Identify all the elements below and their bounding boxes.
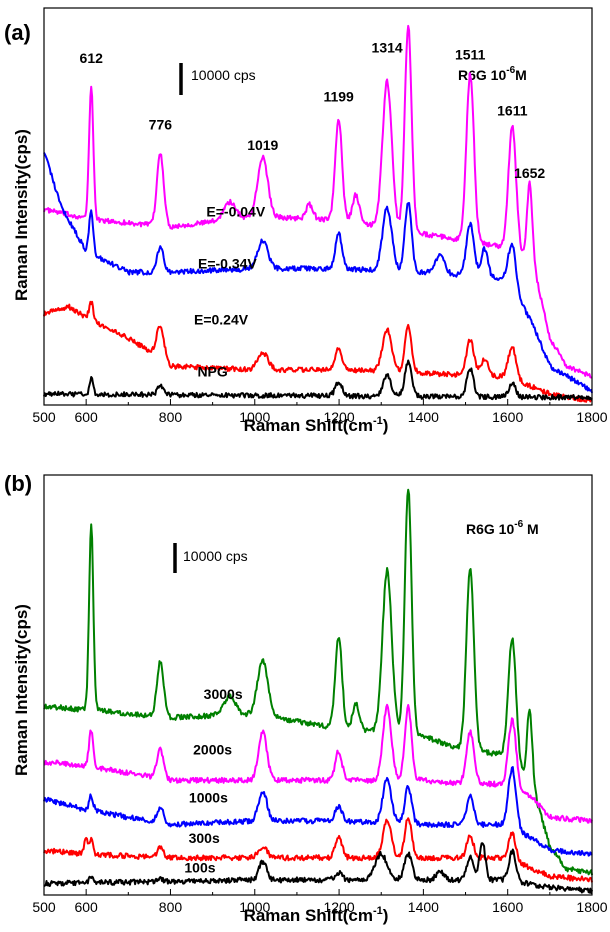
x-tick-label: 800 — [159, 409, 183, 425]
panel-b-x-ticks: 500 600 800 1000 1200 1400 1600 1800 — [32, 889, 608, 915]
series-line-3000s — [43, 488, 593, 876]
curve-label: NPG — [197, 364, 227, 380]
panel-b-plot — [43, 488, 593, 894]
panel-b-frame — [43, 474, 593, 896]
series-line-e-0-24v — [43, 300, 593, 403]
peak-label: 1652 — [514, 165, 545, 181]
peak-label: 776 — [149, 116, 173, 132]
series-line-100s — [43, 842, 593, 894]
x-tick-label: 1600 — [492, 409, 523, 425]
panel-a: (a) R6G 10-6M 10000 cps E=-0.04VE=-0.34V… — [4, 7, 608, 435]
peak-label: 1199 — [323, 88, 354, 104]
x-tick-label: 1000 — [239, 409, 270, 425]
x-tick-label: 1000 — [239, 899, 270, 915]
x-tick-label: 500 — [32, 409, 56, 425]
panel-b-y-axis-label: Raman Intensity(cps) — [12, 604, 31, 776]
x-tick-label: 1200 — [323, 409, 354, 425]
curve-label: 2000s — [193, 741, 232, 757]
panel-a-frame — [43, 7, 593, 406]
x-tick-label: 600 — [74, 899, 98, 915]
series-line-300s — [43, 817, 593, 883]
series-line-e-0-34v — [43, 152, 593, 394]
panel-a-plot — [43, 24, 593, 403]
x-tick-label: 1200 — [323, 899, 354, 915]
x-tick-label: 1400 — [408, 899, 439, 915]
curve-label: 300s — [189, 830, 220, 846]
panel-a-x-ticks: 500 600 800 1000 1200 1400 1600 1800 — [32, 399, 608, 425]
panel-a-curve-labels: E=-0.04V E=-0.34V E=0.24V NPG — [194, 203, 266, 379]
x-tick-label: 800 — [159, 899, 183, 915]
peak-label: 612 — [80, 50, 104, 66]
series-line-2000s — [43, 703, 593, 824]
peak-label: 1611 — [497, 102, 528, 118]
x-tick-label: 1800 — [576, 899, 607, 915]
panel-b-curve-labels: 3000s 2000s 1000s 300s 100s — [184, 686, 242, 875]
series-line-npg — [43, 359, 593, 401]
x-tick-label: 1800 — [576, 409, 607, 425]
panel-a-scale-label: 10000 cps — [191, 67, 256, 83]
panel-b-scale-label: 10000 cps — [183, 548, 248, 564]
panel-a-x-axis-label: Raman Shift(cm-1) — [244, 415, 389, 435]
curve-label: E=-0.34V — [198, 256, 257, 272]
panel-a-label: (a) — [4, 20, 31, 45]
x-tick-label: 600 — [74, 409, 98, 425]
curve-label: E=-0.04V — [206, 203, 265, 219]
x-tick-label: 1400 — [408, 409, 439, 425]
series-line-1000s — [43, 766, 593, 857]
panel-b-label: (b) — [4, 471, 32, 496]
peak-label: 1019 — [247, 137, 278, 153]
panel-b: (b) R6G 10-6 M 10000 cps 3000s 2000s 1000s… — [4, 471, 608, 925]
panel-a-y-axis-label: Raman Intensity(cps) — [12, 129, 31, 301]
panel-a-peak-labels: 6127761019119913141364151116111652 — [80, 40, 546, 181]
panel-b-title: R6G 10-6 M — [466, 519, 539, 537]
curve-label: E=0.24V — [194, 311, 249, 327]
curve-label: 3000s — [204, 686, 243, 702]
x-tick-label: 500 — [32, 899, 56, 915]
series-line-e-0-04v — [43, 24, 593, 379]
curve-label: 100s — [184, 860, 215, 876]
panel-b-x-axis-label: Raman Shift(cm-1) — [244, 905, 389, 925]
peak-label: 1511 — [455, 47, 486, 63]
curve-label: 1000s — [189, 789, 228, 805]
peak-label: 1314 — [372, 40, 403, 56]
x-tick-label: 1600 — [492, 899, 523, 915]
